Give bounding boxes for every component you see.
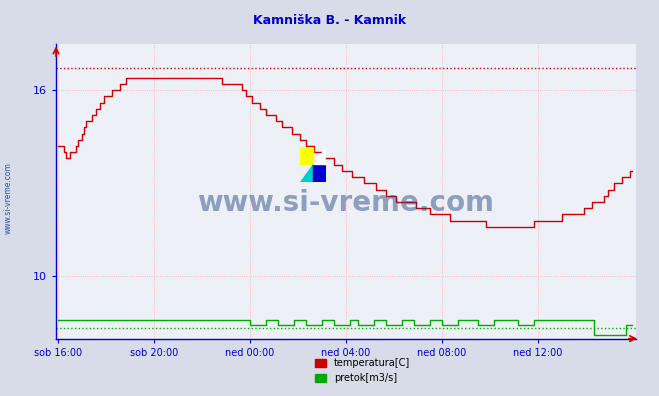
Legend: temperatura[C], pretok[m3/s]: temperatura[C], pretok[m3/s]	[310, 354, 415, 387]
Polygon shape	[300, 164, 313, 182]
Text: www.si-vreme.com: www.si-vreme.com	[198, 189, 494, 217]
Bar	[300, 147, 313, 164]
Polygon shape	[313, 147, 326, 164]
Polygon shape	[313, 164, 326, 182]
Text: www.si-vreme.com: www.si-vreme.com	[4, 162, 13, 234]
Text: Kamniška B. - Kamnik: Kamniška B. - Kamnik	[253, 14, 406, 27]
